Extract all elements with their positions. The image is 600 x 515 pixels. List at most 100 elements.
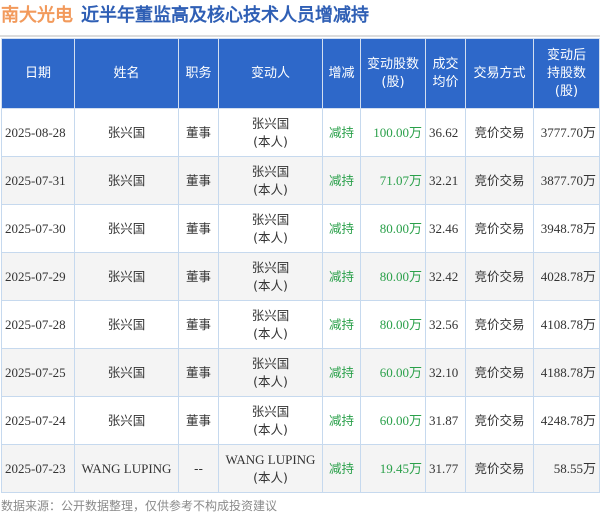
table-row: 2025-07-28 张兴国 董事 张兴国 (本人) 减持 80.00万 32.56 竞价交易 4… <box>1 300 600 349</box>
changer-relation: (本人) <box>253 421 288 437</box>
changer-relation: (本人) <box>253 277 288 293</box>
cell-shares-after: 3777.70万 <box>533 108 600 157</box>
cell-date: 2025-07-30 <box>1 204 75 253</box>
cell-method: 竞价交易 <box>465 444 534 493</box>
col-header-avg-price: 成交 均价 <box>425 38 466 109</box>
data-source-note: 数据来源：公开数据整理，仅供参考不构成投资建议 <box>1 499 278 513</box>
cell-direction: 减持 <box>322 252 361 301</box>
cell-shares-after: 4028.78万 <box>533 252 600 301</box>
cell-position: 董事 <box>178 204 219 253</box>
cell-direction: 减持 <box>322 300 361 349</box>
insider-trading-table: 日期 姓名 职务 变动人 增减 变动股数 (股) 成交 均价 交易方式 变动后 持股数… <box>1 38 600 493</box>
changer-relation: (本人) <box>253 229 288 245</box>
col-header-position: 职务 <box>178 38 219 109</box>
cell-changer: 张兴国 (本人) <box>218 252 323 301</box>
changer-name: 张兴国 <box>251 259 290 275</box>
col-header-shares-after: 变动后 持股数 (股) <box>533 38 600 109</box>
report-subtitle: 近半年董监高及核心技术人员增减持 <box>81 5 369 26</box>
table-row: 2025-07-31 张兴国 董事 张兴国 (本人) 减持 71.07万 32.21 竞价交易 3… <box>1 156 600 205</box>
changer-name: 张兴国 <box>251 163 290 179</box>
cell-date: 2025-07-31 <box>1 156 75 205</box>
cell-name: 张兴国 <box>74 348 179 397</box>
cell-avg-price: 31.77 <box>425 444 466 493</box>
changer-relation: (本人) <box>253 469 288 485</box>
cell-direction: 减持 <box>322 396 361 445</box>
cell-shares-after: 4108.78万 <box>533 300 600 349</box>
cell-date: 2025-07-28 <box>1 300 75 349</box>
changer-relation: (本人) <box>253 181 288 197</box>
cell-date: 2025-08-28 <box>1 108 75 157</box>
cell-method: 竞价交易 <box>465 156 534 205</box>
cell-direction: 减持 <box>322 204 361 253</box>
col-header-date: 日期 <box>1 38 75 109</box>
cell-method: 竞价交易 <box>465 108 534 157</box>
cell-shares-after: 3948.78万 <box>533 204 600 253</box>
cell-method: 竞价交易 <box>465 252 534 301</box>
cell-shares-after: 4248.78万 <box>533 396 600 445</box>
cell-shares-changed: 60.00万 <box>360 348 426 397</box>
cell-direction: 减持 <box>322 444 361 493</box>
cell-shares-changed: 60.00万 <box>360 396 426 445</box>
table-row: 2025-07-23 WANG LUPING -- WANG LUPING (本人) 减持… <box>1 444 600 493</box>
changer-name: 张兴国 <box>251 403 290 419</box>
cell-name: 张兴国 <box>74 252 179 301</box>
cell-position: 董事 <box>178 348 219 397</box>
cell-changer: 张兴国 (本人) <box>218 300 323 349</box>
changer-relation: (本人) <box>253 325 288 341</box>
cell-direction: 减持 <box>322 156 361 205</box>
cell-shares-changed: 19.45万 <box>360 444 426 493</box>
title-divider <box>0 35 600 37</box>
cell-name: WANG LUPING <box>74 444 179 493</box>
cell-position: 董事 <box>178 252 219 301</box>
table-row: 2025-07-29 张兴国 董事 张兴国 (本人) 减持 80.00万 32.42 竞价交易 4… <box>1 252 600 301</box>
cell-shares-changed: 80.00万 <box>360 204 426 253</box>
cell-shares-changed: 80.00万 <box>360 300 426 349</box>
cell-name: 张兴国 <box>74 300 179 349</box>
table-row: 2025-07-30 张兴国 董事 张兴国 (本人) 减持 80.00万 32.46 竞价交易 3… <box>1 204 600 253</box>
cell-shares-changed: 71.07万 <box>360 156 426 205</box>
cell-date: 2025-07-29 <box>1 252 75 301</box>
page-title: 南大光电 近半年董监高及核心技术人员增减持 <box>0 2 600 30</box>
table-row: 2025-08-28 张兴国 董事 张兴国 (本人) 减持 100.00万 36.62 竞价交易… <box>1 108 600 157</box>
cell-avg-price: 32.46 <box>425 204 466 253</box>
cell-changer: 张兴国 (本人) <box>218 108 323 157</box>
cell-date: 2025-07-24 <box>1 396 75 445</box>
changer-relation: (本人) <box>253 133 288 149</box>
cell-shares-after: 4188.78万 <box>533 348 600 397</box>
table-header-row: 日期 姓名 职务 变动人 增减 变动股数 (股) 成交 均价 交易方式 变动后 持股数… <box>1 38 600 109</box>
col-header-method: 交易方式 <box>465 38 534 109</box>
cell-changer: 张兴国 (本人) <box>218 348 323 397</box>
cell-shares-changed: 100.00万 <box>360 108 426 157</box>
cell-changer: 张兴国 (本人) <box>218 204 323 253</box>
cell-shares-after: 3877.70万 <box>533 156 600 205</box>
cell-shares-changed: 80.00万 <box>360 252 426 301</box>
table-row: 2025-07-24 张兴国 董事 张兴国 (本人) 减持 60.00万 31.87 竞价交易 4… <box>1 396 600 445</box>
cell-date: 2025-07-23 <box>1 444 75 493</box>
changer-name: 张兴国 <box>251 355 290 371</box>
cell-name: 张兴国 <box>74 204 179 253</box>
cell-direction: 减持 <box>322 348 361 397</box>
cell-name: 张兴国 <box>74 156 179 205</box>
changer-name: WANG LUPING <box>225 451 316 467</box>
changer-relation: (本人) <box>253 373 288 389</box>
cell-method: 竞价交易 <box>465 204 534 253</box>
cell-position: 董事 <box>178 300 219 349</box>
table-row: 2025-07-25 张兴国 董事 张兴国 (本人) 减持 60.00万 32.10 竞价交易 4… <box>1 348 600 397</box>
cell-method: 竞价交易 <box>465 396 534 445</box>
cell-name: 张兴国 <box>74 108 179 157</box>
col-header-changer: 变动人 <box>218 38 323 109</box>
cell-avg-price: 32.10 <box>425 348 466 397</box>
cell-avg-price: 32.21 <box>425 156 466 205</box>
cell-position: 董事 <box>178 396 219 445</box>
col-header-direction: 增减 <box>322 38 361 109</box>
col-header-shares-changed: 变动股数 (股) <box>360 38 426 109</box>
col-header-name: 姓名 <box>74 38 179 109</box>
cell-method: 竞价交易 <box>465 300 534 349</box>
changer-name: 张兴国 <box>251 307 290 323</box>
company-name: 南大光电 <box>1 5 73 26</box>
cell-position: 董事 <box>178 156 219 205</box>
cell-position: 董事 <box>178 108 219 157</box>
cell-shares-after: 58.55万 <box>533 444 600 493</box>
cell-position: -- <box>178 444 219 493</box>
cell-avg-price: 32.56 <box>425 300 466 349</box>
